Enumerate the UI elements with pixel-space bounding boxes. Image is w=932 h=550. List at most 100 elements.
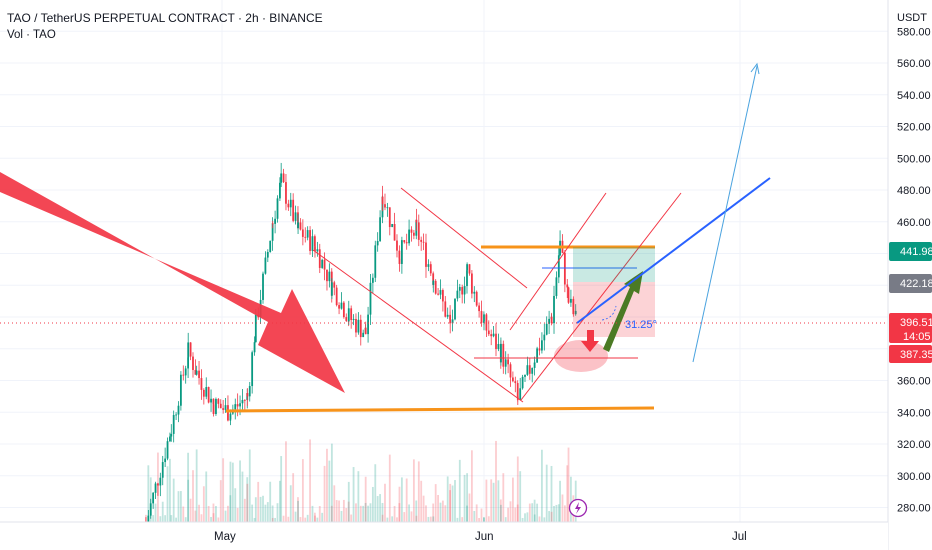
candle-body (285, 182, 287, 204)
volume-bar (166, 466, 169, 522)
symbol-title[interactable]: TAO / TetherUS PERPETUAL CONTRACT · 2h ·… (7, 11, 323, 25)
time-axis[interactable]: May Jun Jul (0, 521, 888, 550)
volume-bar (279, 480, 281, 522)
volume-bar (318, 505, 321, 522)
volume-bar (207, 505, 210, 522)
volume-label[interactable]: Vol · TAO (7, 29, 56, 41)
volume-bar (478, 517, 480, 522)
candle-body (429, 264, 432, 274)
volume-bar (553, 505, 555, 522)
volume-bar (555, 504, 558, 522)
candle-body (321, 259, 324, 268)
candle-body (454, 298, 456, 320)
volume-bar (563, 505, 566, 522)
candle-body (159, 477, 162, 486)
volume-bar (550, 465, 553, 522)
rising-line-1[interactable] (509, 192, 607, 331)
volume-bar (429, 516, 432, 522)
candle-body (439, 290, 442, 295)
angle-label: 31.25° (625, 319, 657, 331)
position-profit-zone[interactable] (573, 247, 655, 282)
volume-bar (177, 491, 180, 522)
candle-body (157, 483, 159, 486)
volume-bar (187, 452, 189, 522)
svg-text:387.35: 387.35 (900, 349, 932, 361)
svg-text:441.98: 441.98 (900, 246, 932, 258)
candle-body (212, 404, 215, 415)
blue-trend-line[interactable] (576, 177, 771, 324)
volume-bar (289, 485, 292, 522)
chart-drawings[interactable]: 31.25° (0, 62, 771, 413)
volume-bar (466, 473, 468, 522)
volume-bar (297, 497, 299, 522)
volume-bar (567, 447, 570, 522)
volume-bar (410, 511, 413, 522)
volume-bar (239, 460, 241, 522)
volume-bar (528, 503, 531, 522)
rising-line-2[interactable] (520, 192, 682, 401)
volume-bar (241, 471, 244, 522)
candle-body (200, 378, 203, 390)
volume-bar (502, 473, 505, 522)
candle-body (276, 198, 279, 219)
volume-bar (432, 516, 435, 522)
candle-body (253, 342, 256, 353)
volume-bar (437, 494, 439, 522)
candle-body (243, 399, 246, 401)
candle-body (512, 377, 514, 382)
volume-bar (246, 483, 249, 522)
volume-bar (538, 516, 541, 522)
candle-body (427, 264, 430, 267)
candle-body (509, 364, 512, 378)
candle-body (410, 229, 413, 233)
candle-body (227, 405, 229, 421)
candle-body (458, 287, 461, 291)
volume-bar (516, 456, 519, 522)
volume-bar (198, 504, 200, 522)
down-arrow-drawing[interactable] (581, 330, 599, 352)
candle-body (507, 359, 510, 365)
volume-bar (314, 515, 316, 522)
volume-bar (179, 491, 182, 522)
big-red-arrow-drawing[interactable] (0, 172, 345, 393)
volume-bar (405, 478, 408, 522)
candle-body (497, 343, 500, 350)
candle-body (251, 352, 254, 387)
candle-body (335, 287, 338, 306)
channel-upper-line[interactable] (400, 187, 528, 289)
candle-body (194, 369, 197, 375)
volume-bar (531, 503, 534, 522)
channel-lower-line[interactable] (312, 249, 524, 403)
candle-body (311, 236, 314, 251)
candle-body (371, 277, 374, 283)
volume-bar (439, 502, 442, 522)
candle-body (461, 287, 464, 295)
volume-bar (202, 486, 205, 522)
volume-bar (526, 512, 529, 522)
volume-bar (456, 517, 459, 522)
volume-bar (521, 517, 524, 522)
volume-bar (229, 495, 232, 522)
volume-bar (187, 479, 190, 522)
volume-bar (543, 517, 546, 522)
volume-bar (309, 439, 311, 522)
volume-bar (509, 501, 512, 522)
volume-bar (490, 479, 493, 522)
candle-body (287, 203, 290, 208)
volume-bar (512, 477, 514, 522)
volume-bar (347, 481, 350, 522)
green-arrow-drawing[interactable] (603, 271, 643, 352)
candle-body (264, 257, 267, 274)
volume-bar (292, 473, 295, 522)
price-axis[interactable]: USDT 580.00 560.00 540.00 520.00 500.00 480.0… (887, 0, 932, 550)
candle-body (330, 282, 333, 296)
highlight-zone[interactable] (554, 340, 608, 372)
candle-body (177, 405, 180, 415)
candle-body (422, 241, 425, 243)
volume-bar (420, 480, 423, 522)
projection-arrow-line[interactable] (692, 65, 758, 363)
lightning-icon[interactable] (568, 498, 588, 518)
volume-bar (466, 505, 468, 522)
support-line[interactable] (225, 406, 655, 413)
